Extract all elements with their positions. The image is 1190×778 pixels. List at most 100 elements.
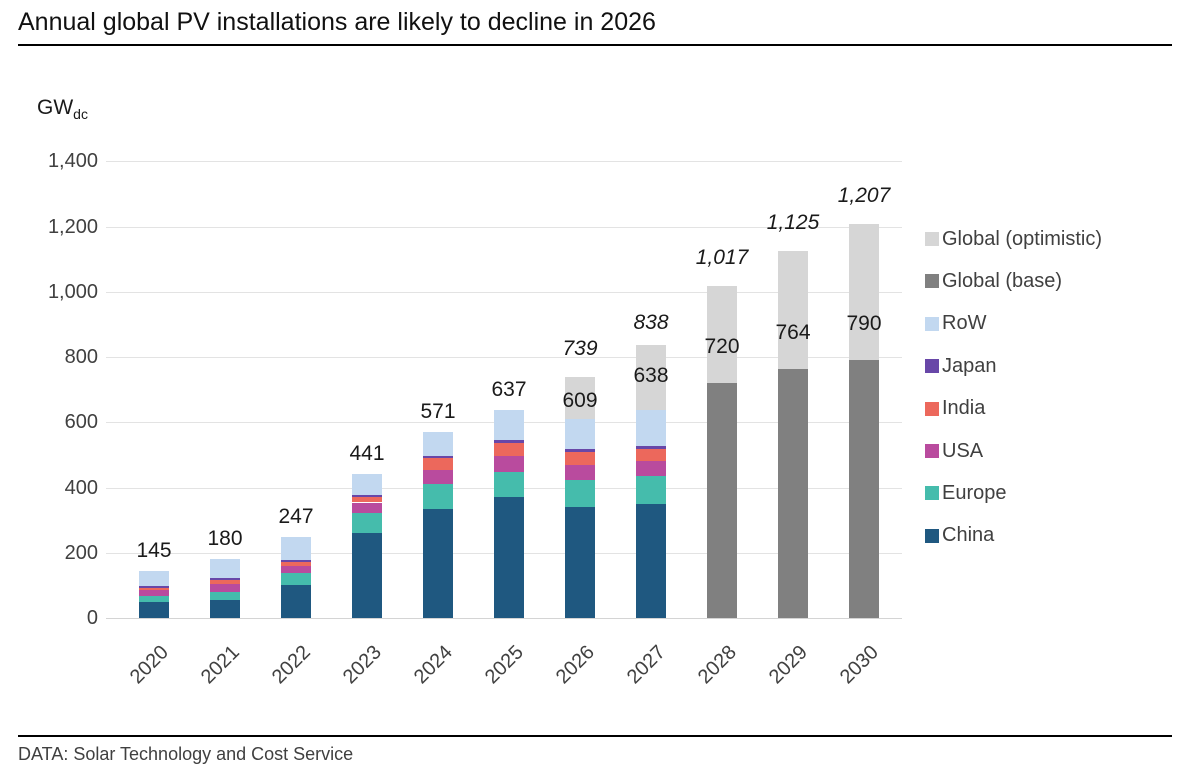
x-tick-label-2025: 2025 xyxy=(480,641,528,689)
y-tick-label-1400: 1,400 xyxy=(47,150,98,173)
bar-label-base-2025: 637 xyxy=(491,378,527,402)
legend-label: USA xyxy=(942,439,984,462)
legend-item-japan: Japan xyxy=(925,354,997,378)
bar-segment-global-optimistic-2029 xyxy=(778,250,808,369)
bar-segment-japan-2024 xyxy=(423,456,453,459)
legend-label: Global (base) xyxy=(942,269,1063,292)
bar-segment-japan-2023 xyxy=(352,495,382,497)
bar-segment-row-2025 xyxy=(494,410,524,441)
bar-label-base-2022: 247 xyxy=(278,505,314,529)
bar-segment-global-optimistic-2027 xyxy=(636,344,666,410)
bar-label-optimistic-2026: 739 xyxy=(562,336,598,360)
y-axis-unit-main: GW xyxy=(37,96,74,119)
legend-label: RoW xyxy=(942,312,987,335)
bar-label-optimistic-2029: 1,125 xyxy=(766,210,820,234)
x-tick-label-2023: 2023 xyxy=(338,641,386,689)
legend-item-global-base: Global (base) xyxy=(925,269,1062,293)
legend-swatch-icon xyxy=(925,401,939,416)
legend-item-row: RoW xyxy=(925,312,986,336)
bar-segment-global-base-2029 xyxy=(778,368,808,618)
bar-label-base-2030: 790 xyxy=(846,312,882,336)
page-title: Annual global PV installations are likel… xyxy=(18,8,656,36)
bar-segment-europe-2022 xyxy=(281,572,311,586)
y-tick-label-1000: 1,000 xyxy=(47,280,98,303)
bar-segment-india-2025 xyxy=(494,442,524,457)
bar-segment-usa-2021 xyxy=(210,583,240,592)
bar-label-base-2029: 764 xyxy=(775,320,811,344)
bar-segment-usa-2022 xyxy=(281,565,311,573)
legend-item-china: China xyxy=(925,524,994,548)
y-tick-label-400: 400 xyxy=(64,476,98,499)
bar-label-optimistic-2030: 1,207 xyxy=(837,184,891,208)
bar-segment-usa-2025 xyxy=(494,456,524,473)
bar-segment-usa-2023 xyxy=(352,502,382,514)
bar-segment-row-2027 xyxy=(636,409,666,447)
bar-segment-row-2021 xyxy=(210,559,240,578)
legend-item-india: India xyxy=(925,397,985,421)
bar-segment-row-2024 xyxy=(423,431,453,457)
bar-segment-japan-2022 xyxy=(281,559,311,562)
legend-swatch-icon xyxy=(925,274,939,289)
bar-segment-europe-2024 xyxy=(423,484,453,509)
bar-segment-row-2023 xyxy=(352,474,382,495)
bar-segment-india-2021 xyxy=(210,579,240,584)
bar-segment-global-optimistic-2030 xyxy=(849,224,879,361)
x-tick-label-2024: 2024 xyxy=(409,641,457,689)
x-tick-label-2030: 2030 xyxy=(835,641,883,689)
bar-segment-japan-2026 xyxy=(565,449,595,452)
legend-label: China xyxy=(942,524,995,547)
bar-segment-global-optimistic-2028 xyxy=(707,286,737,384)
bar-segment-china-2026 xyxy=(565,507,595,618)
bar-segment-india-2020 xyxy=(139,588,169,590)
gridline-1000 xyxy=(106,291,902,293)
bar-segment-india-2024 xyxy=(423,458,453,470)
bar-segment-india-2026 xyxy=(565,451,595,465)
x-tick-label-2027: 2027 xyxy=(622,641,670,689)
y-tick-label-800: 800 xyxy=(64,346,98,368)
legend-swatch-icon xyxy=(925,444,939,458)
bar-label-base-2028: 720 xyxy=(704,335,740,359)
bar-label-optimistic-2028: 1,017 xyxy=(695,246,749,270)
x-tick-label-2022: 2022 xyxy=(267,641,315,689)
bar-segment-china-2020 xyxy=(139,602,169,618)
x-tick-label-2026: 2026 xyxy=(551,641,599,689)
bar-segment-usa-2024 xyxy=(423,469,453,485)
bar-segment-global-base-2028 xyxy=(707,383,737,618)
gridline-0 xyxy=(106,618,902,619)
footer-divider xyxy=(18,735,1172,737)
bar-segment-japan-2027 xyxy=(636,446,666,449)
x-tick-label-2028: 2028 xyxy=(693,641,741,689)
bar-label-base-2020: 145 xyxy=(136,538,172,562)
bar-segment-japan-2021 xyxy=(210,577,240,580)
legend-item-global-optimistic: Global (optimistic) xyxy=(925,227,1102,251)
bar-segment-usa-2020 xyxy=(139,589,169,596)
gridline-1200 xyxy=(106,226,902,228)
bar-segment-europe-2026 xyxy=(565,480,595,508)
bar-segment-europe-2027 xyxy=(636,476,666,505)
bar-label-base-2026: 609 xyxy=(562,389,598,413)
y-axis-unit-label: GWdc xyxy=(37,96,88,122)
bar-segment-europe-2023 xyxy=(352,513,382,534)
bar-label-base-2023: 441 xyxy=(349,442,385,466)
legend-swatch-icon xyxy=(925,316,939,331)
legend-swatch-icon xyxy=(925,232,939,246)
legend-label: India xyxy=(942,397,986,420)
x-tick-label-2020: 2020 xyxy=(125,641,173,689)
x-tick-label-2021: 2021 xyxy=(196,641,244,689)
legend-swatch-icon xyxy=(925,359,939,374)
bar-segment-usa-2027 xyxy=(636,461,666,477)
y-axis-unit-sub: dc xyxy=(73,106,88,123)
y-tick-label-600: 600 xyxy=(64,411,98,434)
bar-segment-row-2026 xyxy=(565,419,595,449)
bar-segment-india-2027 xyxy=(636,449,666,462)
bar-segment-china-2022 xyxy=(281,585,311,618)
bar-segment-row-2022 xyxy=(281,537,311,560)
bar-segment-china-2021 xyxy=(210,600,240,618)
bar-segment-india-2023 xyxy=(352,496,382,503)
legend-label: Europe xyxy=(942,481,1007,504)
legend-label: Global (optimistic) xyxy=(942,227,1103,250)
bar-label-base-2027: 638 xyxy=(633,363,669,387)
title-underline xyxy=(18,44,1172,46)
bar-segment-global-base-2030 xyxy=(849,360,879,618)
